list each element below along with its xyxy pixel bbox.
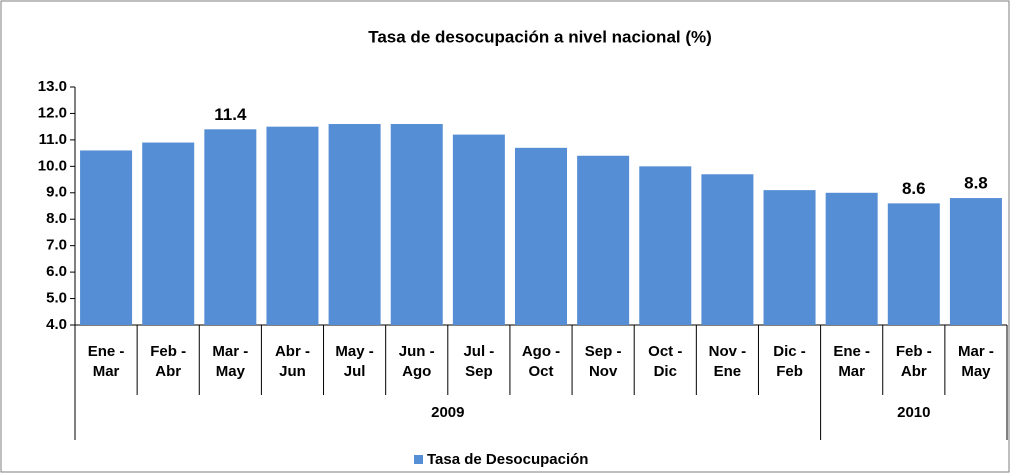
y-tick-label: 11.0 — [39, 131, 67, 148]
x-tick-label: Jun - Ago — [398, 343, 435, 380]
bar — [266, 126, 319, 326]
y-tick-label: 5.0 — [46, 290, 67, 307]
x-tick-label: Ene - Mar — [87, 343, 125, 380]
bar — [949, 198, 1002, 325]
y-tick-label: 9.0 — [46, 184, 67, 201]
x-tick-label: Nov - Ene — [708, 343, 747, 380]
bar — [328, 124, 381, 326]
bar — [390, 124, 443, 326]
x-tick-label: Dic - Feb — [773, 343, 806, 380]
y-tick-label: 8.0 — [46, 210, 67, 227]
legend-label: Tasa de Desocupación — [427, 451, 588, 468]
y-tick-label: 6.0 — [46, 263, 67, 280]
y-tick-label: 12.0 — [38, 104, 67, 121]
x-tick-label: Mar - May — [212, 343, 249, 380]
bar — [887, 203, 940, 325]
data-label: 8.6 — [902, 179, 926, 198]
data-label: 11.4 — [214, 105, 247, 124]
x-tick-label: Feb - Abr — [150, 343, 187, 380]
bar — [204, 129, 257, 325]
y-tick-label: 10.0 — [38, 157, 67, 174]
x-tick-label: Ene - Mar — [833, 343, 870, 380]
x-tick-label: Mar - May — [958, 343, 994, 380]
bar — [515, 147, 567, 325]
legend-swatch — [414, 455, 423, 464]
y-tick-label: 4.0 — [46, 316, 67, 333]
y-tick-label: 13.0 — [38, 78, 67, 95]
bar — [639, 166, 692, 325]
x-tick-label: Feb - Abr — [895, 343, 932, 380]
x-tick-label: Sep - Nov — [584, 343, 622, 380]
x-tick-label: Jul - Sep — [463, 343, 495, 380]
x-tick-label: May - Jul — [335, 343, 374, 380]
bar — [452, 134, 505, 325]
x-tick-label: Abr - Jun — [274, 343, 310, 380]
bar — [80, 150, 133, 325]
bar — [763, 190, 816, 325]
bar — [577, 155, 630, 325]
group-label: 2009 — [431, 404, 464, 421]
bar — [142, 142, 195, 325]
group-label: 2010 — [897, 404, 930, 421]
chart-title: Tasa de desocupación a nivel nacional (%… — [368, 27, 712, 46]
bar — [825, 192, 878, 325]
x-tick-label: Ago - Oct — [521, 343, 561, 380]
y-tick-label: 7.0 — [46, 237, 67, 254]
bar — [701, 174, 754, 325]
x-tick-label: Oct - Dic — [648, 343, 683, 380]
data-label: 8.8 — [964, 174, 988, 193]
